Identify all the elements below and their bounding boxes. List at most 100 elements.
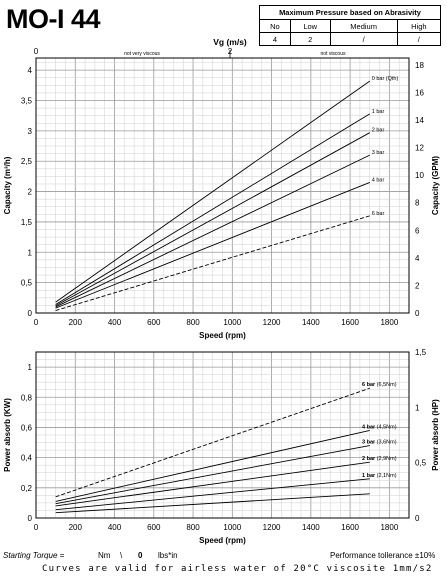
series-label-torque: (2,9Nm) — [377, 456, 397, 462]
x-tick-label: 1200 — [263, 318, 281, 327]
y-tick-label: 3,5 — [21, 97, 33, 106]
series-label: 2 bar — [372, 128, 385, 134]
x-tick-label: 200 — [69, 523, 83, 532]
x-tick-label: 600 — [147, 318, 161, 327]
series-label-torque: (4,5Nm) — [377, 424, 397, 430]
y-right-axis-label: Power absorb (HP) — [431, 399, 440, 471]
x-tick-label: 1600 — [341, 318, 359, 327]
x-tick-label: 600 — [147, 523, 161, 532]
nm-label: Nm — [98, 551, 111, 560]
y-axis-label: Power absorb (KW) — [3, 398, 12, 472]
pressure-table: Maximum Pressure based on Abrasivity No … — [259, 5, 442, 46]
y-right-tick-label: 0,5 — [415, 459, 427, 468]
x-tick-label: 1000 — [223, 318, 241, 327]
series-line — [55, 387, 370, 498]
y-tick-label: 4 — [28, 66, 33, 75]
x-tick-label: 200 — [69, 318, 83, 327]
viscosity-note: not viscous — [320, 51, 346, 57]
torque-separator: \ — [120, 551, 123, 560]
series-label-torque: (2,1Nm) — [377, 473, 397, 479]
series-label: 3 bar — [372, 150, 385, 156]
x-axis-label: Speed (rpm) — [199, 331, 246, 340]
series-label-pressure: 4 bar — [362, 424, 377, 430]
series-line — [55, 80, 370, 303]
x-axis-label: Speed (rpm) — [199, 536, 246, 545]
y-tick-label: 2 — [28, 188, 33, 197]
series-line — [55, 493, 370, 514]
x-tick-label: 1800 — [380, 318, 398, 327]
starting-torque-label: Starting Torque = — [3, 551, 65, 560]
pressure-val-high: / — [396, 32, 442, 46]
x-tick-label: 0 — [34, 523, 39, 532]
y-right-tick-label: 1 — [415, 403, 420, 412]
x-tick-label: 1400 — [302, 318, 320, 327]
series-label-pressure: 6 bar — [362, 382, 377, 388]
x-tick-label: 800 — [186, 523, 200, 532]
y-right-tick-label: 0 — [415, 514, 420, 523]
series-line — [55, 478, 370, 511]
top-axis-tick-label: 0 — [34, 47, 39, 56]
series-label-torque: (3,6Nm) — [377, 440, 397, 446]
validity-note: Curves are valid for airless water of 20… — [42, 564, 433, 574]
top-axis-label: Vg (m/s) — [213, 37, 247, 47]
y-tick-label: 0,5 — [21, 279, 33, 288]
y-right-tick-label: 12 — [415, 144, 424, 153]
y-right-tick-label: 6 — [415, 226, 420, 235]
series-line — [55, 132, 370, 307]
series-label-pressure: 1 bar — [362, 473, 377, 479]
series-label: 0 bar (Qth) — [372, 76, 399, 82]
y-right-tick-label: 0 — [415, 309, 420, 318]
y-right-axis-label: Capacity (GPM) — [431, 156, 440, 215]
y-tick-label: 1 — [28, 248, 33, 257]
series-label: 4 bar — [372, 177, 385, 183]
x-tick-label: 1000 — [223, 523, 241, 532]
pressure-val-no: 4 — [259, 32, 291, 46]
series-line — [55, 461, 370, 507]
series-label: 6 bar (6,5Nm) — [362, 382, 397, 388]
plot-frame — [35, 351, 410, 519]
page-title: MO-I 44 — [6, 4, 101, 34]
series-label-torque: (6,5Nm) — [377, 382, 397, 388]
x-tick-label: 0 — [34, 318, 39, 327]
y-tick-label: 0 — [28, 309, 33, 318]
viscosity-note: not very viscous — [124, 51, 160, 57]
x-tick-label: 400 — [108, 523, 122, 532]
y-right-tick-label: 16 — [415, 88, 424, 97]
x-tick-label: 1800 — [380, 523, 398, 532]
series-label: 1 bar (2,1Nm) — [362, 473, 397, 479]
y-right-tick-label: 8 — [415, 199, 420, 208]
pressure-col-high: High — [396, 19, 442, 33]
x-tick-label: 1600 — [341, 523, 359, 532]
series-line — [55, 113, 370, 305]
y-right-tick-label: 2 — [415, 281, 420, 290]
x-tick-label: 1400 — [302, 523, 320, 532]
y-right-tick-label: 4 — [415, 254, 420, 263]
series-label: 2 bar (2,9Nm) — [362, 456, 397, 462]
series-label: 4 bar (4,5Nm) — [362, 424, 397, 430]
y-tick-label: 1,5 — [21, 218, 33, 227]
y-tick-label: 0,8 — [21, 393, 33, 402]
tolerance-note: Performance tollerance ±10% — [330, 551, 436, 560]
y-right-tick-label: 14 — [415, 116, 424, 125]
y-tick-label: 0 — [28, 514, 33, 523]
y-tick-label: 0,2 — [21, 484, 33, 493]
y-tick-label: 2,5 — [21, 157, 33, 166]
series-line — [55, 182, 370, 309]
series-label-pressure: 2 bar — [362, 456, 377, 462]
series-line — [55, 445, 370, 505]
series-line — [55, 154, 370, 308]
x-tick-label: 800 — [186, 318, 200, 327]
lbs-label: lbs*in — [158, 551, 178, 560]
x-tick-label: 400 — [108, 318, 122, 327]
series-label: 3 bar (3,6Nm) — [362, 440, 397, 446]
y-tick-label: 1 — [28, 363, 33, 372]
y-tick-label: 3 — [28, 127, 33, 136]
series-label: 1 bar — [372, 109, 385, 115]
series-label-pressure: 3 bar — [362, 440, 377, 446]
y-right-tick-label: 10 — [415, 171, 424, 180]
y-axis-label: Capacity (m³/h) — [3, 156, 12, 214]
y-tick-label: 0,4 — [21, 454, 33, 463]
plot-frame — [35, 57, 410, 314]
series-label: 6 bar — [372, 211, 385, 217]
